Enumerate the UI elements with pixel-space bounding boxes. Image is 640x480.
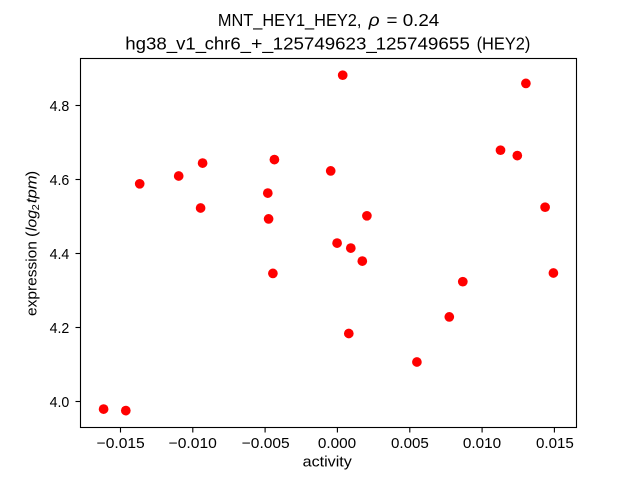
svg-text:MNT_HEY1_HEY2,: MNT_HEY1_HEY2, [218,10,362,31]
svg-text:4.6: 4.6 [50,173,70,189]
svg-text:chr6_: chr6_ [205,34,252,55]
svg-text:(HEY2): (HEY2) [477,34,531,54]
svg-text:4.4: 4.4 [50,247,70,263]
svg-text:0.000: 0.000 [318,436,356,452]
svg-text:expression: expression [25,241,41,316]
svg-text:125749623_: 125749623_ [273,34,377,55]
svg-text:−0.010: −0.010 [169,436,217,452]
svg-text:125749655: 125749655 [376,34,470,54]
svg-text:ρ: ρ [368,10,380,30]
svg-text:+_: +_ [251,34,274,55]
svg-text:4.0: 4.0 [50,395,70,411]
svg-text:4.8: 4.8 [50,99,70,115]
svg-text:): ) [25,171,41,176]
svg-text:log: log [25,210,41,231]
svg-text:0.010: 0.010 [463,436,501,452]
svg-text:activity: activity [303,455,353,471]
svg-text:0.015: 0.015 [536,436,574,452]
svg-text:= 0.24: = 0.24 [387,10,440,30]
svg-text:tpm: tpm [25,175,41,203]
svg-text:−0.015: −0.015 [97,436,145,452]
svg-text:−0.005: −0.005 [242,436,290,452]
svg-text:0.005: 0.005 [391,436,429,452]
svg-text:(: ( [25,231,41,237]
svg-text:2: 2 [31,204,42,210]
svg-text:v1_: v1_ [176,34,206,55]
svg-text:4.2: 4.2 [50,321,70,337]
svg-text:hg38_: hg38_ [125,34,177,55]
